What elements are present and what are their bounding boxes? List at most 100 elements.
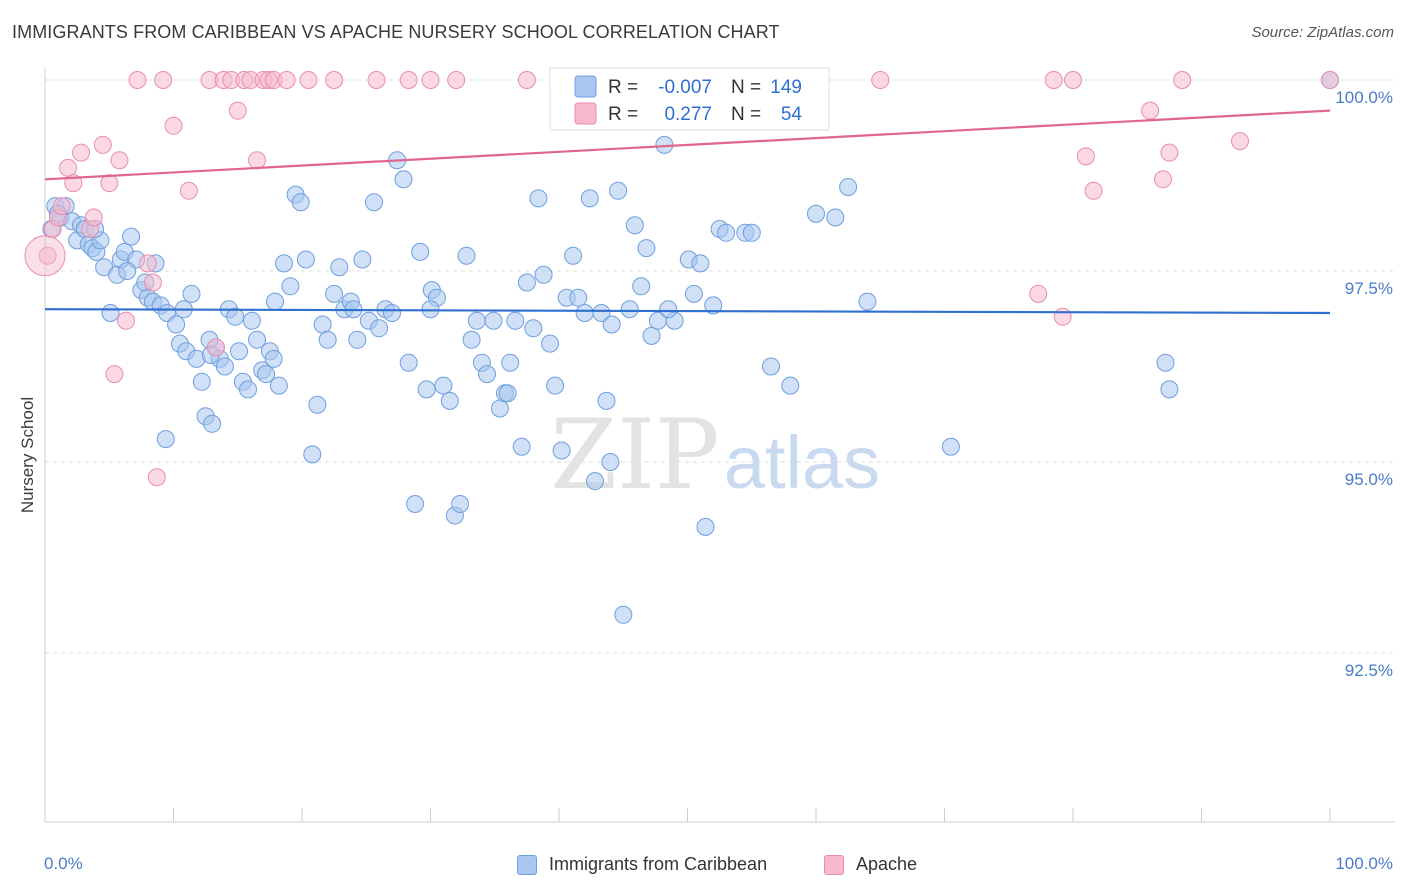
x-tick-label-1: 100.0% — [1335, 854, 1393, 873]
point-caribbean-44 — [257, 365, 275, 384]
legend-r-label-1: R = — [608, 77, 638, 98]
point-caribbean-91 — [517, 273, 536, 292]
point-caribbean-48 — [275, 254, 293, 273]
point-caribbean-96 — [546, 376, 565, 395]
y-tick-label-1: 95.0% — [1345, 470, 1393, 489]
point-caribbean-130 — [858, 292, 877, 311]
point-caribbean-95 — [541, 334, 559, 353]
point-caribbean-81 — [462, 330, 481, 349]
point-caribbean-56 — [318, 330, 337, 349]
x-tick-labels: 0.0% 100.0% — [44, 854, 1393, 873]
trendline-caribbean — [44, 308, 1331, 315]
point-apache-4 — [59, 158, 78, 177]
point-caribbean-13 — [101, 304, 120, 322]
point-caribbean-147 — [659, 300, 678, 319]
point-caribbean-41 — [242, 311, 261, 330]
trendline-apache — [44, 109, 1331, 181]
point-apache-46 — [1076, 147, 1095, 166]
point-apache-45 — [1064, 71, 1082, 89]
point-apache-36 — [399, 71, 418, 89]
point-apache-41 — [871, 71, 890, 89]
point-caribbean-62 — [353, 250, 372, 269]
point-caribbean-64 — [365, 193, 383, 212]
point-apache-48 — [1141, 101, 1160, 120]
point-caribbean-146 — [601, 453, 620, 471]
point-caribbean-142 — [266, 292, 284, 311]
point-apache-6 — [72, 143, 90, 162]
series-apache-points — [24, 71, 1339, 487]
point-caribbean-93 — [529, 189, 548, 208]
point-caribbean-119 — [691, 254, 710, 273]
point-caribbean-73 — [417, 380, 436, 399]
point-caribbean-49 — [281, 277, 300, 296]
point-caribbean-131 — [941, 437, 960, 456]
point-caribbean-144 — [421, 300, 440, 319]
point-caribbean-61 — [348, 330, 367, 349]
watermark-zip: ZIP — [550, 399, 719, 511]
point-caribbean-17 — [122, 227, 141, 246]
point-apache-19 — [164, 116, 183, 135]
point-apache-18 — [154, 71, 173, 89]
point-caribbean-52 — [296, 250, 315, 269]
watermark: ZIP atlas — [550, 399, 880, 511]
point-caribbean-72 — [411, 242, 430, 261]
y-tick-label-2: 97.5% — [1345, 279, 1393, 298]
point-caribbean-107 — [609, 181, 628, 200]
point-caribbean-125 — [762, 357, 780, 376]
legend-swatch-caribbean — [574, 75, 597, 98]
legend-n-label-1: N = — [731, 77, 761, 98]
point-caribbean-69 — [394, 170, 413, 189]
point-caribbean-70 — [399, 353, 418, 372]
legend-r-value-1: -0.007 — [658, 77, 712, 98]
point-apache-edge — [24, 235, 66, 277]
point-apache-42 — [1029, 284, 1048, 303]
point-caribbean-84 — [478, 365, 496, 384]
point-apache-34 — [325, 71, 344, 89]
point-caribbean-65 — [370, 319, 389, 338]
legend-swatch-caribbean-bottom — [517, 854, 537, 875]
point-caribbean-106 — [602, 315, 621, 334]
point-caribbean-113 — [642, 326, 661, 345]
legend-item-caribbean: Immigrants from Caribbean — [517, 854, 767, 875]
point-caribbean-100 — [569, 288, 588, 307]
point-caribbean-38 — [230, 342, 248, 361]
bottom-legend: Immigrants from Caribbean Apache — [0, 848, 1406, 880]
point-apache-14 — [128, 71, 147, 89]
legend-n-label-2: N = — [731, 104, 761, 125]
point-caribbean-35 — [215, 357, 234, 376]
point-caribbean-99 — [564, 246, 583, 265]
point-caribbean-30 — [192, 372, 211, 391]
y-axis-title: Nursery School — [18, 397, 37, 513]
y-axis-label: Nursery School — [18, 397, 37, 513]
legend-label-caribbean: Immigrants from Caribbean — [549, 854, 768, 874]
point-caribbean-67 — [383, 304, 401, 322]
point-caribbean-133 — [1160, 380, 1179, 399]
point-caribbean-94 — [534, 265, 553, 284]
series-caribbean-points — [42, 71, 1339, 624]
gridlines — [45, 79, 1395, 654]
point-caribbean-97 — [552, 441, 571, 460]
point-caribbean-128 — [826, 208, 845, 227]
point-apache-15 — [138, 254, 157, 273]
x-tick-label-0: 0.0% — [44, 854, 83, 873]
point-caribbean-145 — [498, 384, 517, 403]
y-tick-labels: 92.5% 95.0% 97.5% 100.0% — [1335, 88, 1393, 680]
point-caribbean-80 — [457, 246, 476, 265]
point-caribbean-121 — [704, 296, 723, 315]
point-apache-32 — [277, 71, 296, 89]
legend-top: R = -0.007 N = 149 R = 0.277 N = 54 — [549, 67, 830, 131]
point-caribbean-47 — [269, 376, 288, 395]
point-apache-33 — [299, 71, 318, 89]
chart-title: IMMIGRANTS FROM CARIBBEAN VS APACHE NURS… — [12, 22, 780, 42]
point-caribbean-92 — [524, 319, 543, 338]
point-caribbean-25 — [167, 315, 186, 334]
point-caribbean-86 — [490, 399, 509, 418]
point-apache-51 — [1173, 71, 1192, 89]
y-tick-label-3: 100.0% — [1335, 88, 1393, 107]
point-caribbean-112 — [637, 239, 656, 258]
point-caribbean-139 — [156, 430, 175, 449]
point-apache-44 — [1053, 307, 1072, 326]
point-caribbean-55 — [313, 315, 332, 334]
point-caribbean-129 — [839, 178, 858, 196]
point-caribbean-126 — [781, 376, 800, 395]
